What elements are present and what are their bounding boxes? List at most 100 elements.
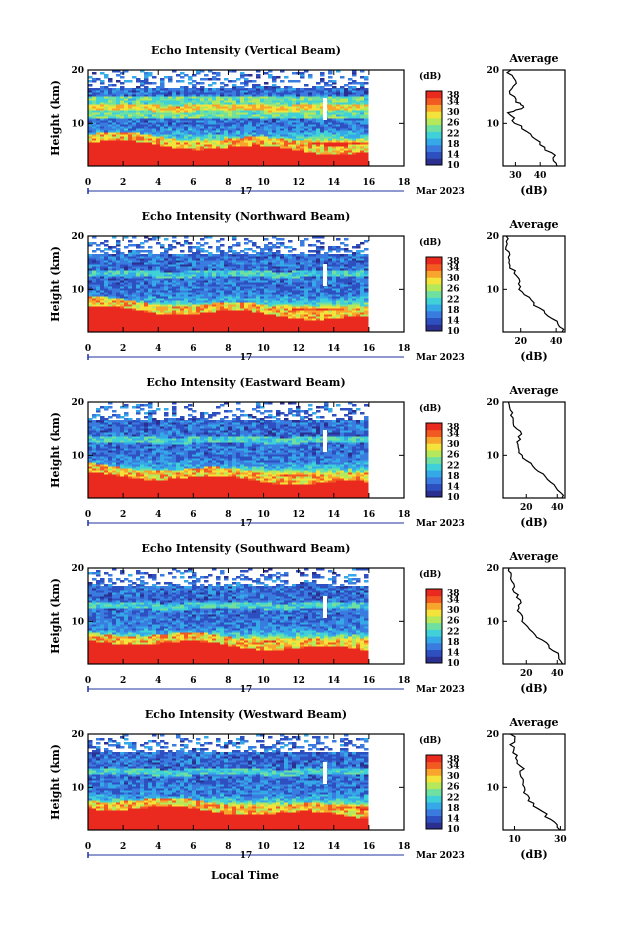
x-tick-label: 18: [398, 344, 411, 354]
avg-y-tick: 20: [486, 564, 499, 574]
panel-4: Echo Intensity (Southward Beam) 0 2 4 6 8 10 12…: [49, 542, 566, 695]
x-tick-label: 18: [398, 178, 411, 188]
y-tick-label: 20: [71, 564, 84, 574]
y-axis-label: Height (km): [49, 80, 62, 156]
y-axis-label: Height (km): [49, 578, 62, 654]
x-tick-label: 4: [155, 178, 161, 188]
colorbar-tick: 18: [447, 472, 460, 482]
avg-y-tick: 10: [486, 285, 499, 295]
panel-title: Echo Intensity (Northward Beam): [142, 210, 351, 223]
y-tick-label: 10: [71, 119, 84, 129]
panel-title: Echo Intensity (Eastward Beam): [146, 376, 345, 389]
day-label: 17: [240, 685, 253, 695]
data-gap: [323, 762, 327, 784]
x-tick-label: 16: [363, 510, 376, 520]
average-profile: Average 20 40 20 10 (dB): [486, 218, 566, 363]
x-tick-label: 10: [257, 344, 270, 354]
colorbar-unit: (dB): [419, 71, 441, 82]
average-line: [505, 69, 558, 167]
colorbar-tick: 10: [447, 161, 460, 171]
colorbar-tick: 22: [447, 129, 460, 139]
avg-y-tick: 20: [486, 398, 499, 408]
x-tick-label: 10: [257, 676, 270, 686]
colorbar-tick: 18: [447, 804, 460, 814]
y-tick-label: 20: [71, 398, 84, 408]
x-tick-label: 18: [398, 510, 411, 520]
x-tick-label: 14: [328, 510, 341, 520]
heatmap: [88, 402, 369, 499]
colorbar-tick: 10: [447, 659, 460, 669]
x-tick-label: 6: [190, 676, 196, 686]
avg-x-tick: 40: [550, 337, 563, 347]
colorbar-tick: 14: [447, 648, 460, 658]
x-tick-label: 14: [328, 676, 341, 686]
colorbar-tick: 26: [447, 451, 460, 461]
average-line: [507, 567, 564, 665]
avg-unit: (dB): [520, 516, 547, 529]
colorbar-unit: (dB): [419, 237, 441, 248]
x-tick-label: 8: [225, 676, 231, 686]
colorbar-tick: 38: [447, 423, 460, 433]
heatmap: [88, 734, 369, 831]
day-label: 17: [240, 353, 253, 363]
avg-x-tick: 30: [554, 835, 567, 845]
y-axis-label: Height (km): [49, 246, 62, 322]
colorbar-tick: 26: [447, 285, 460, 295]
panel-5: Echo Intensity (Westward Beam) 0 2 4 6 8 10 12 1…: [49, 708, 567, 861]
x-tick-label: 2: [120, 510, 126, 520]
y-axis-label: Height (km): [49, 412, 62, 488]
average-title: Average: [508, 218, 558, 231]
x-tick-label: 4: [155, 510, 161, 520]
x-tick-label: 2: [120, 842, 126, 852]
average-profile: Average 30 40 20 10 (dB): [486, 52, 566, 197]
avg-x-tick: 20: [520, 669, 533, 679]
x-tick-label: 4: [155, 676, 161, 686]
x-tick-label: 18: [398, 676, 411, 686]
avg-x-tick: 30: [509, 171, 522, 181]
colorbar-unit: (dB): [419, 735, 441, 746]
avg-y-tick: 10: [486, 119, 499, 129]
month-label: Mar 2023: [416, 353, 465, 363]
colorbar-tick: 22: [447, 461, 460, 471]
x-tick-label: 0: [85, 842, 91, 852]
x-tick-label: 10: [257, 178, 270, 188]
x-tick-label: 6: [190, 842, 196, 852]
x-tick-label: 8: [225, 510, 231, 520]
x-tick-label: 14: [328, 842, 341, 852]
x-tick-label: 4: [155, 842, 161, 852]
colorbar-tick: 18: [447, 638, 460, 648]
average-title: Average: [508, 384, 558, 397]
y-axis-label: Height (km): [49, 744, 62, 820]
average-line: [508, 733, 561, 831]
average-profile: Average 10 30 20 10 (dB): [486, 716, 566, 861]
panel-2: Echo Intensity (Northward Beam) 0 2 4 6 8 10 12…: [49, 210, 566, 363]
average-title: Average: [508, 52, 558, 65]
average-line: [504, 235, 565, 333]
x-tick-label: 6: [190, 178, 196, 188]
heatmap: [88, 70, 369, 167]
x-tick-label: 0: [85, 676, 91, 686]
x-tick-label: 18: [398, 842, 411, 852]
x-tick-label: 16: [363, 344, 376, 354]
colorbar-tick: 38: [447, 755, 460, 765]
plot-frame: [87, 69, 405, 167]
month-label: Mar 2023: [416, 685, 465, 695]
colorbar-tick: 26: [447, 617, 460, 627]
avg-x-tick: 40: [551, 503, 564, 513]
day-label: 17: [240, 187, 253, 197]
panel-title: Echo Intensity (Southward Beam): [142, 542, 351, 555]
x-tick-label: 8: [225, 842, 231, 852]
month-label: Mar 2023: [416, 851, 465, 861]
data-gap: [323, 264, 327, 286]
x-tick-label: 0: [85, 178, 91, 188]
colorbar-tick: 30: [447, 108, 460, 118]
x-tick-label: 4: [155, 344, 161, 354]
x-tick-label: 0: [85, 344, 91, 354]
x-tick-label: 14: [328, 344, 341, 354]
avg-x-tick: 10: [508, 835, 521, 845]
colorbar-tick: 10: [447, 493, 460, 503]
average-line: [507, 401, 565, 499]
y-tick-label: 10: [71, 451, 84, 461]
average-profile: Average 20 40 20 10 (dB): [486, 384, 566, 529]
